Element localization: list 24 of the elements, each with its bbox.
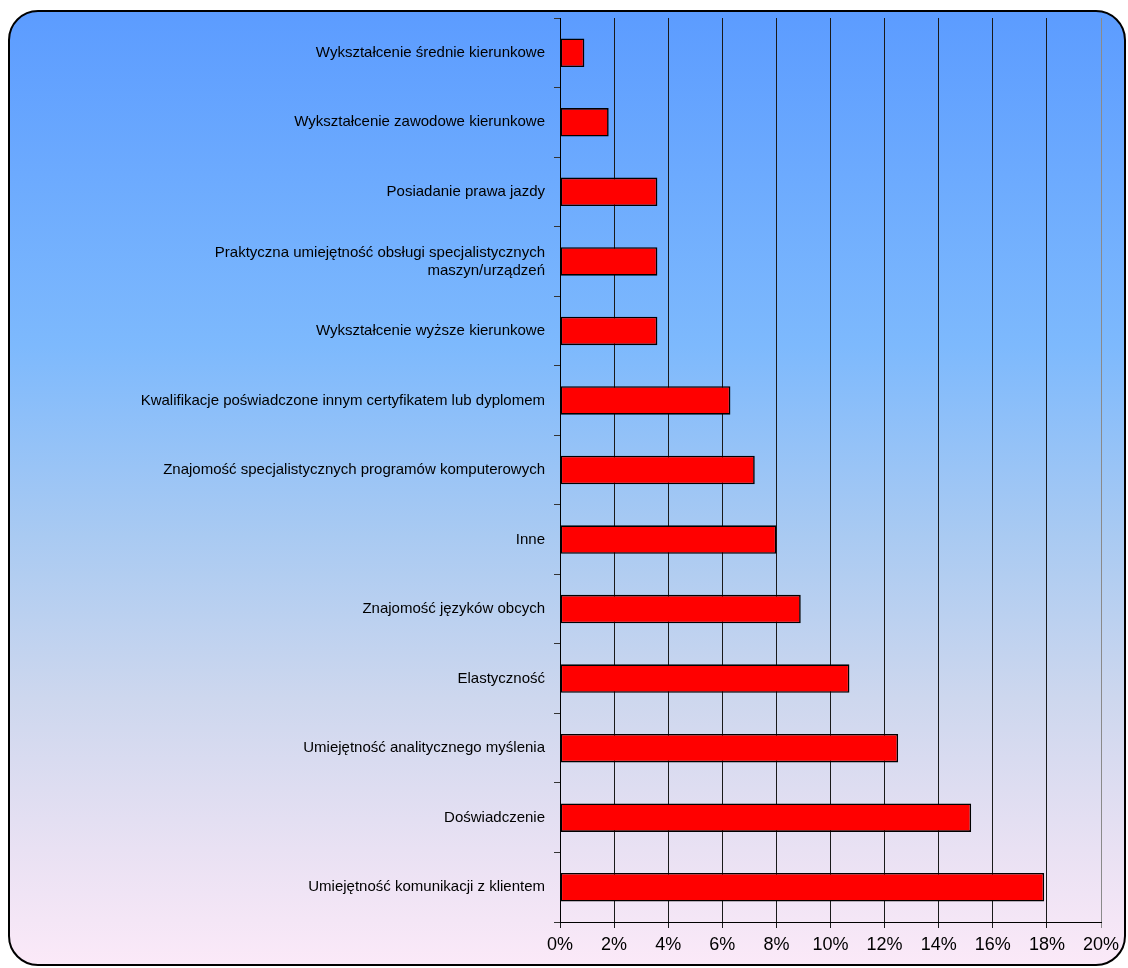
x-tick-label: 4%	[655, 933, 682, 954]
y-tick-label: Praktyczna umiejętność obsługi specjalistycznych maszyn/urządzeń	[214, 242, 545, 278]
x-tick-label: 18%	[1028, 933, 1065, 954]
x-tick-label: 10%	[812, 933, 849, 954]
x-tick-label: 14%	[920, 933, 957, 954]
y-tick-label: Wykształcenie zawodowe kierunkowe	[294, 112, 545, 130]
x-tick-label: 6%	[709, 933, 736, 954]
x-tick-label: 12%	[866, 933, 903, 954]
x-tick-label: 16%	[974, 933, 1011, 954]
y-tick-label: Posiadanie prawa jazdy	[386, 181, 546, 199]
y-tick-label: Wykształcenie średnie kierunkowe	[315, 42, 545, 60]
x-tick-label: 8%	[763, 933, 790, 954]
y-tick-label: Umiejętność komunikacji z klientem	[308, 877, 545, 895]
x-tick-label: 2%	[601, 933, 628, 954]
y-tick-label: Inne	[515, 529, 545, 547]
y-tick-label: Elastyczność	[457, 668, 546, 686]
y-tick-label: Doświadczenie	[444, 807, 545, 825]
y-tick-label: Znajomość języków obcych	[362, 599, 545, 617]
y-tick-label: Kwalifikacje poświadczone innym certyfikatem lub dyplomem	[140, 390, 545, 408]
y-tick-label: Wykształcenie wyższe kierunkowe	[315, 321, 545, 339]
x-tick-label: 20%	[1082, 933, 1120, 954]
y-tick-label: Znajomość specjalistycznych programów komputerowych	[163, 460, 545, 478]
y-tick-label: Umiejętność analitycznego myślenia	[303, 738, 546, 756]
x-tick-label: 0%	[546, 933, 574, 954]
